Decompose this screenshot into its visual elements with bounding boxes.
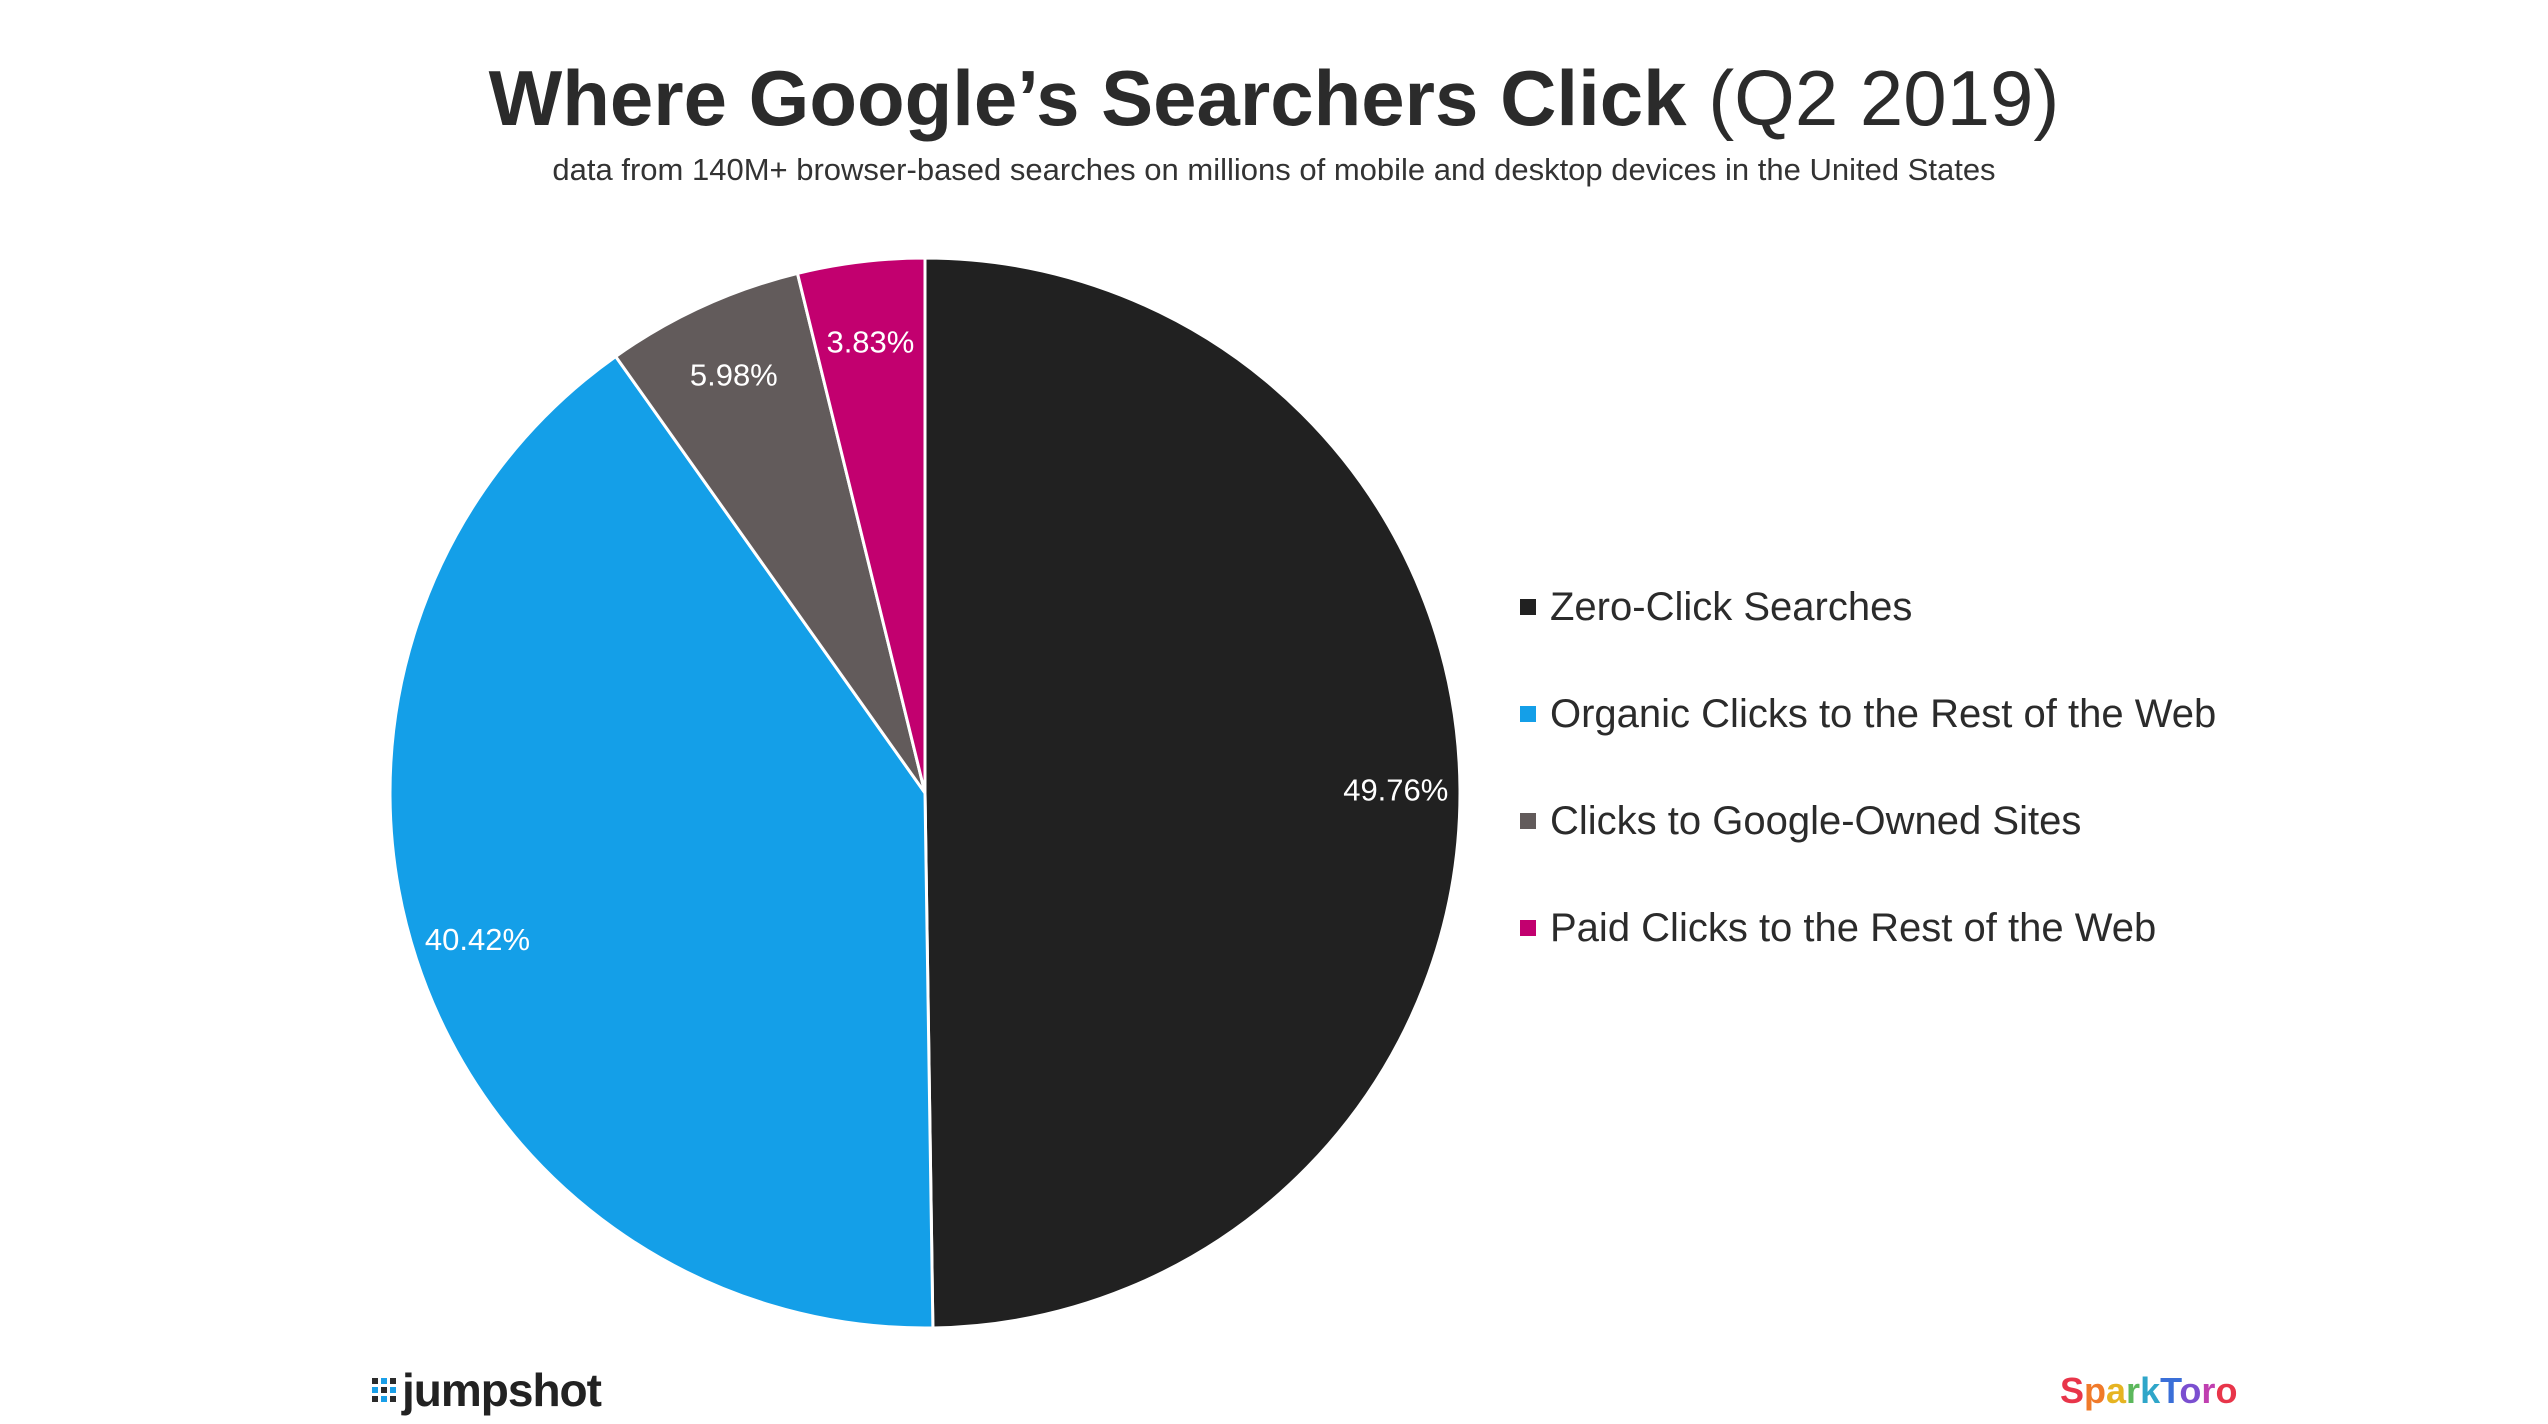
- pie-slice-label-2: 40.42%: [425, 922, 530, 957]
- jumpshot-logo: jumpshot: [372, 1360, 602, 1420]
- chart-title-suffix: (Q2 2019): [1708, 54, 2060, 142]
- chart-title: Where Google’s Searchers Click (Q2 2019): [0, 52, 2548, 146]
- pie-slice-4: [795, 256, 927, 794]
- legend-swatch: [1520, 920, 1536, 936]
- legend-item-1: Zero-Click Searches: [1520, 580, 2216, 634]
- legend-item-2: Organic Clicks to the Rest of the Web: [1520, 687, 2216, 741]
- legend-item-3: Clicks to Google-Owned Sites: [1520, 794, 2216, 848]
- pie-slice-2: [388, 354, 935, 1330]
- legend-item-4: Paid Clicks to the Rest of the Web: [1520, 901, 2216, 955]
- legend-swatch: [1520, 599, 1536, 615]
- jumpshot-dots-icon: [372, 1378, 396, 1402]
- legend-swatch: [1520, 706, 1536, 722]
- pie-slice-3: [613, 271, 927, 794]
- sparktoro-logo: SparkToro: [2060, 1370, 2238, 1411]
- pie-slice-label-3: 5.98%: [690, 358, 778, 393]
- chart-title-main: Where Google’s Searchers Click: [488, 54, 1687, 142]
- chart-legend: Zero-Click Searches Organic Clicks to the…: [1520, 580, 2216, 1008]
- pie-slice-label-4: 3.83%: [826, 325, 914, 360]
- pie-slice-label-1: 49.76%: [1343, 773, 1448, 808]
- legend-swatch: [1520, 813, 1536, 829]
- legend-label: Organic Clicks to the Rest of the Web: [1550, 691, 2217, 736]
- legend-label: Paid Clicks to the Rest of the Web: [1550, 905, 2157, 950]
- legend-label: Zero-Click Searches: [1550, 584, 1913, 629]
- jumpshot-logo-text: jumpshot: [402, 1364, 602, 1416]
- chart-subtitle: data from 140M+ browser-based searches o…: [552, 152, 1996, 187]
- legend-label: Clicks to Google-Owned Sites: [1550, 798, 2082, 843]
- pie-slice-1: [923, 256, 1462, 1330]
